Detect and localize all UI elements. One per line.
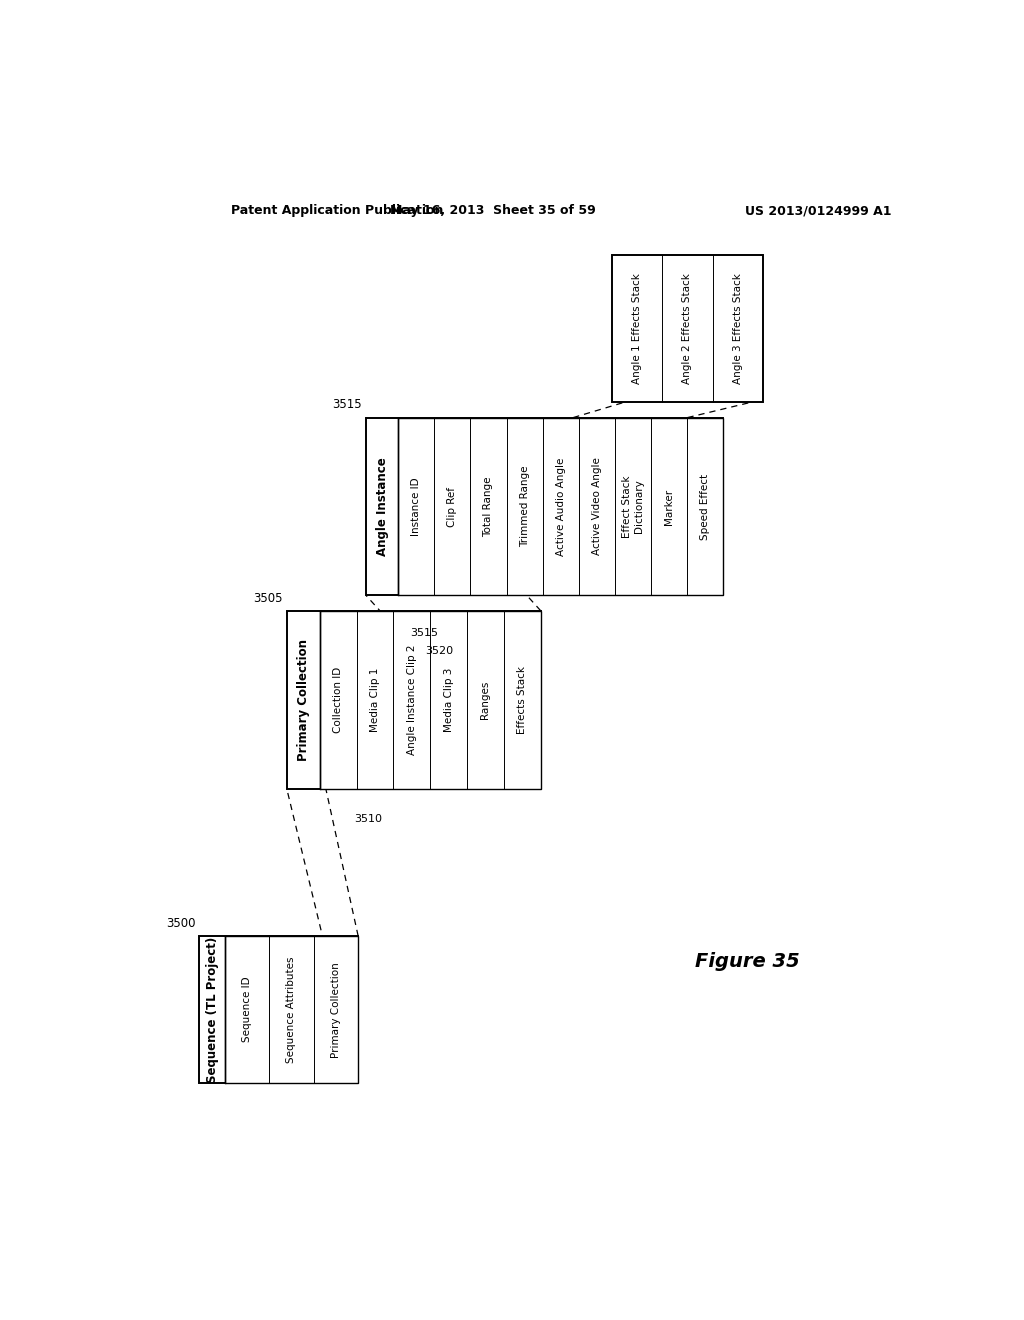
Text: Effects Stack: Effects Stack xyxy=(517,665,527,734)
Bar xyxy=(367,417,723,595)
Text: Angle Instance: Angle Instance xyxy=(376,457,389,556)
Text: US 2013/0124999 A1: US 2013/0124999 A1 xyxy=(745,205,892,216)
Text: Clip Ref: Clip Ref xyxy=(447,487,458,527)
Text: Active Video Angle: Active Video Angle xyxy=(592,458,602,556)
Text: Marker: Marker xyxy=(664,488,674,524)
Text: 3515: 3515 xyxy=(410,628,437,638)
Text: Figure 35: Figure 35 xyxy=(694,952,800,970)
Text: Instance ID: Instance ID xyxy=(412,478,421,536)
Text: 3520: 3520 xyxy=(426,647,454,656)
Text: Primary Collection: Primary Collection xyxy=(331,962,341,1057)
Text: Angle 1 Effects Stack: Angle 1 Effects Stack xyxy=(632,273,642,384)
Text: Speed Effect: Speed Effect xyxy=(700,474,711,540)
Text: Media Clip 3: Media Clip 3 xyxy=(443,668,454,731)
Text: Ranges: Ranges xyxy=(480,680,490,719)
Text: Collection ID: Collection ID xyxy=(333,667,343,733)
Text: Total Range: Total Range xyxy=(483,477,494,537)
Text: Angle 3 Effects Stack: Angle 3 Effects Stack xyxy=(733,273,742,384)
Text: Patent Application Publication: Patent Application Publication xyxy=(231,205,443,216)
Text: 3505: 3505 xyxy=(253,591,283,605)
Text: Media Clip 1: Media Clip 1 xyxy=(370,668,380,731)
Bar xyxy=(287,611,541,788)
Text: 3515: 3515 xyxy=(333,399,362,412)
Text: May 16, 2013  Sheet 35 of 59: May 16, 2013 Sheet 35 of 59 xyxy=(390,205,596,216)
Text: Sequence ID: Sequence ID xyxy=(242,977,252,1043)
Text: Effect Stack
Dictionary: Effect Stack Dictionary xyxy=(623,475,644,537)
Text: Angle Instance Clip 2: Angle Instance Clip 2 xyxy=(407,644,417,755)
Bar xyxy=(319,611,541,788)
Text: 3500: 3500 xyxy=(166,917,196,929)
Bar xyxy=(612,255,763,403)
Bar xyxy=(398,417,723,595)
Text: Angle 2 Effects Stack: Angle 2 Effects Stack xyxy=(682,273,692,384)
Text: Active Audio Angle: Active Audio Angle xyxy=(556,457,565,556)
Text: Trimmed Range: Trimmed Range xyxy=(519,466,529,548)
Text: 3510: 3510 xyxy=(354,814,382,824)
Text: Primary Collection: Primary Collection xyxy=(297,639,309,760)
Bar xyxy=(200,936,358,1084)
Text: Sequence (TL Project): Sequence (TL Project) xyxy=(206,936,218,1082)
Bar xyxy=(225,936,358,1084)
Text: Sequence Attributes: Sequence Attributes xyxy=(287,957,297,1063)
